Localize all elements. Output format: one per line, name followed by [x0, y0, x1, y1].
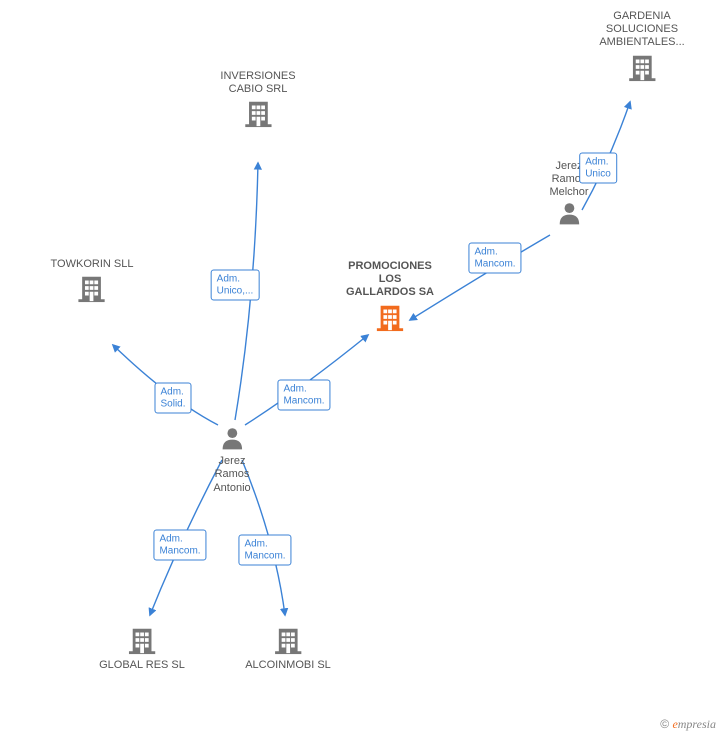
node-towkorin[interactable]: TOWKORIN SLL [51, 258, 134, 307]
node-label: Jerez Ramos Antonio [213, 455, 250, 495]
person-icon [219, 425, 245, 455]
node-promociones[interactable]: PROMOCIONES LOS GALLARDOS SA [346, 260, 434, 336]
building-icon [77, 273, 107, 307]
node-alcoinmobi[interactable]: ALCOINMOBI SL [245, 625, 331, 674]
node-label: TOWKORIN SLL [51, 258, 134, 271]
copyright-symbol: © [660, 717, 669, 731]
node-label: PROMOCIONES LOS GALLARDOS SA [346, 260, 434, 300]
node-inversiones[interactable]: INVERSIONES CABIO SRL [220, 70, 295, 133]
person-icon [219, 425, 245, 451]
credit-rest: mpresia [678, 717, 716, 731]
person-icon [556, 200, 582, 226]
node-label: INVERSIONES CABIO SRL [220, 70, 295, 96]
node-label: ALCOINMOBI SL [245, 659, 331, 672]
node-gardenia[interactable]: GARDENIA SOLUCIONES AMBIENTALES... [599, 10, 684, 86]
edge-label: Adm. Mancom. [468, 243, 521, 274]
edge-label: Adm. Mancom. [153, 530, 206, 561]
credit-line: © empresia [660, 717, 716, 732]
building-icon [243, 98, 273, 128]
edge-label: Adm. Mancom. [238, 535, 291, 566]
building-icon [627, 52, 657, 82]
building-icon [273, 625, 303, 659]
edge-label: Adm. Unico [579, 153, 617, 184]
node-globalres[interactable]: GLOBAL RES SL [99, 625, 185, 674]
node-label: GLOBAL RES SL [99, 659, 185, 672]
edge-label: Adm. Mancom. [277, 380, 330, 411]
building-icon [375, 302, 405, 332]
person-icon [556, 200, 582, 230]
building-icon [77, 273, 107, 303]
building-icon [127, 625, 157, 655]
node-antonio[interactable]: Jerez Ramos Antonio [213, 425, 250, 495]
edge-label: Adm. Unico,... [211, 270, 260, 301]
building-icon [127, 625, 157, 659]
edge-label: Adm. Solid. [154, 383, 191, 414]
building-icon [273, 625, 303, 655]
building-icon [627, 52, 657, 86]
building-icon [243, 98, 273, 132]
building-icon [375, 302, 405, 336]
node-label: GARDENIA SOLUCIONES AMBIENTALES... [599, 10, 684, 50]
